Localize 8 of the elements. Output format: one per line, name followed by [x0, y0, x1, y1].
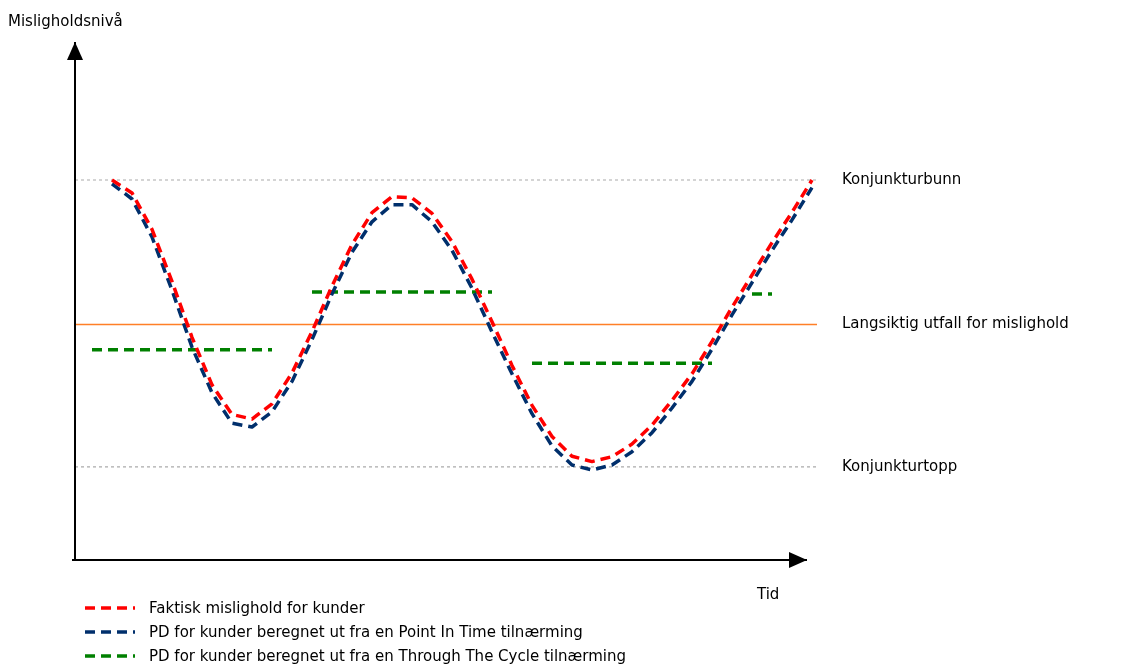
legend-label: Faktisk mislighold for kunder [149, 599, 365, 617]
legend-label: PD for kunder beregnet ut fra en Point In Time tilnærming [149, 623, 583, 641]
ref-line-label: Konjunkturtopp [842, 456, 958, 475]
text: Misligholdsnivå [8, 12, 123, 30]
legend-label: PD for kunder beregnet ut fra en Through The Cycle tilnærming [149, 647, 627, 665]
ref-line-label: Konjunkturbunn [842, 169, 962, 188]
x-axis-title: Tid [757, 585, 780, 603]
ref-line-label: Langsiktig utfall for mislighold [842, 314, 1069, 333]
